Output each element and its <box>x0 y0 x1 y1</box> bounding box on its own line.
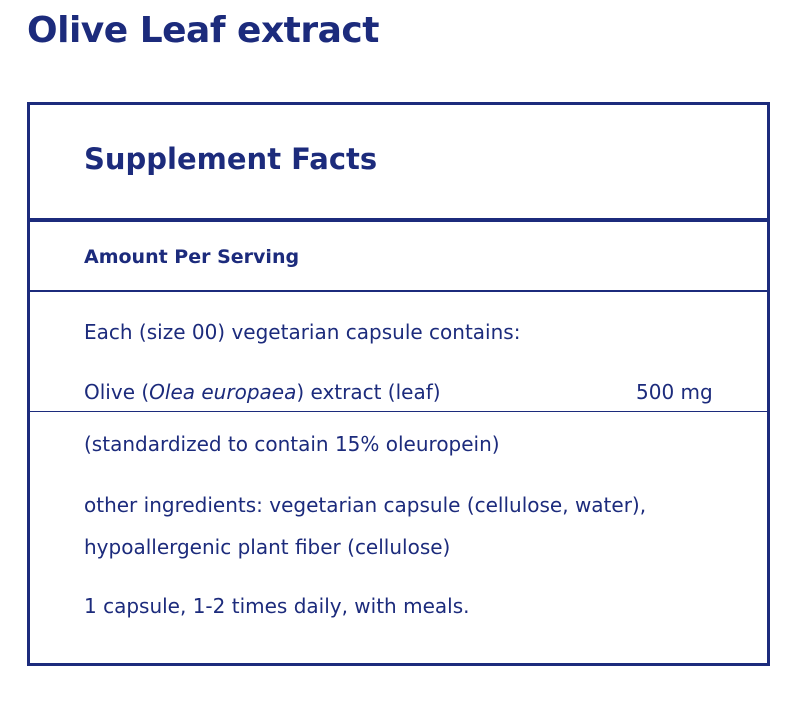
page-title: Olive Leaf extract <box>27 10 379 51</box>
facts-heading: Supplement Facts <box>84 142 378 176</box>
capsule-intro: Each (size 00) vegetarian capsule contai… <box>84 320 521 344</box>
ingredient-amount: 500 mg <box>636 380 713 404</box>
divider <box>27 290 770 292</box>
serving-label: Amount Per Serving <box>84 246 300 268</box>
divider <box>27 411 770 412</box>
latin-name: Olea europaea <box>149 380 297 404</box>
other-ingredients: hypoallergenic plant fiber (cellulose) <box>84 535 451 559</box>
divider <box>27 218 770 222</box>
standardization: (standardized to contain 15% oleuropein) <box>84 432 500 456</box>
directions: 1 capsule, 1-2 times daily, with meals. <box>84 594 470 618</box>
name-part: Olive ( <box>84 380 150 404</box>
ingredient-name: Olive (Olea europaea) extract (leaf) <box>84 380 441 404</box>
name-part: ) extract (leaf) <box>296 380 441 404</box>
other-ingredients: other ingredients: vegetarian capsule (c… <box>84 493 647 517</box>
facts-box <box>27 102 770 666</box>
